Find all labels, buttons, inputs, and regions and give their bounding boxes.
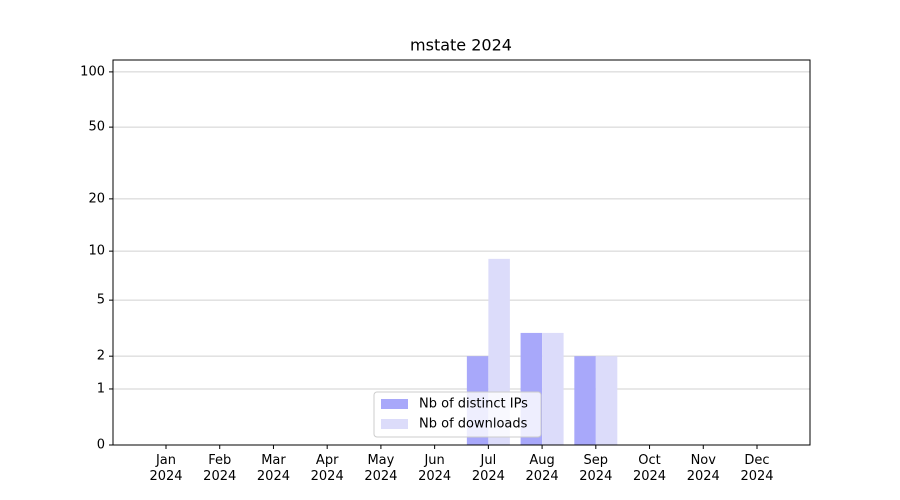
y-tick-label: 10 bbox=[88, 244, 105, 259]
x-tick-label: Feb 2024 bbox=[203, 453, 237, 484]
y-tick-label: 100 bbox=[80, 64, 105, 79]
y-tick-label: 1 bbox=[97, 381, 105, 396]
legend-swatch bbox=[381, 419, 408, 429]
x-tick-label: Jun 2024 bbox=[418, 453, 452, 484]
x-tick-label: Apr 2024 bbox=[310, 453, 344, 484]
x-tick-label: Aug 2024 bbox=[525, 453, 559, 484]
y-tick-label: 5 bbox=[97, 293, 105, 308]
x-tick-label: Jan 2024 bbox=[149, 453, 183, 484]
y-tick-label: 50 bbox=[88, 120, 105, 135]
y-tick-label: 0 bbox=[97, 438, 105, 453]
x-tick-label: Oct 2024 bbox=[632, 453, 667, 484]
bar bbox=[542, 332, 564, 445]
legend-label: Nb of distinct IPs bbox=[419, 397, 528, 412]
bar bbox=[574, 356, 596, 445]
y-tick-label: 20 bbox=[88, 191, 105, 206]
y-tick-label: 2 bbox=[97, 349, 105, 364]
x-tick-label: Jul 2024 bbox=[471, 453, 505, 484]
legend-label: Nb of downloads bbox=[419, 417, 528, 432]
x-tick-label: Sep 2024 bbox=[579, 453, 613, 484]
legend-box bbox=[373, 391, 542, 438]
x-tick-label: Nov 2024 bbox=[686, 453, 720, 484]
bar bbox=[595, 356, 618, 445]
legend-swatch bbox=[381, 399, 408, 409]
legend: Nb of distinct IPs Nb of downloads bbox=[373, 391, 542, 438]
plot-frame bbox=[112, 59, 811, 446]
chart-title: mstate 2024 bbox=[410, 36, 512, 55]
x-tick-label: May 2024 bbox=[364, 453, 398, 484]
x-tick-label: Dec 2024 bbox=[740, 453, 774, 484]
x-tick-label: Mar 2024 bbox=[256, 453, 290, 484]
